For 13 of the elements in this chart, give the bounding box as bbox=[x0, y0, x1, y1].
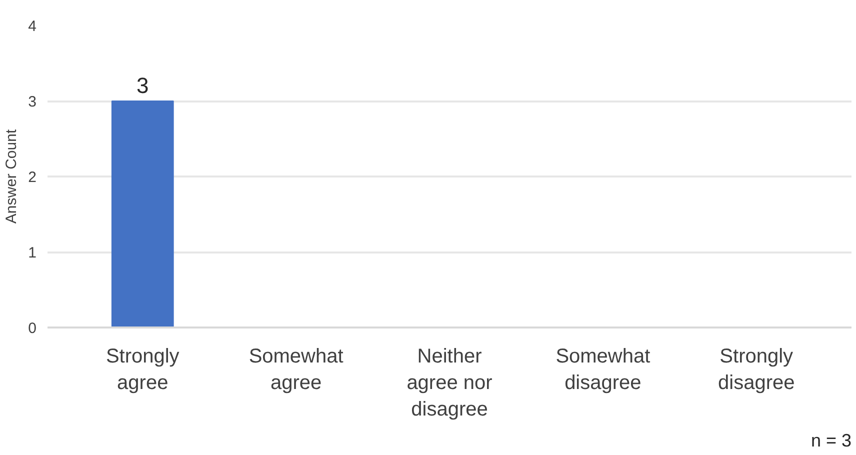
y-tick-label: 1 bbox=[28, 244, 36, 262]
data-label: 3 bbox=[136, 73, 149, 98]
y-tick-label: 4 bbox=[28, 18, 36, 35]
y-tick-label: 2 bbox=[28, 169, 36, 186]
x-tick-label: Neither agree nor disagree bbox=[406, 346, 493, 420]
y-tick-label: 3 bbox=[28, 94, 36, 110]
x-tick-label: Strongly disagree bbox=[718, 346, 795, 394]
x-tick-label: Strongly agree bbox=[106, 346, 180, 394]
text: n = 3 bbox=[810, 430, 852, 450]
x-tick-label: Somewhat agree bbox=[248, 346, 344, 394]
x-tick-label: Somewhat disagree bbox=[556, 346, 651, 394]
y-axis-title: Answer Count bbox=[3, 128, 20, 224]
y-tick-label: 0 bbox=[28, 320, 36, 337]
